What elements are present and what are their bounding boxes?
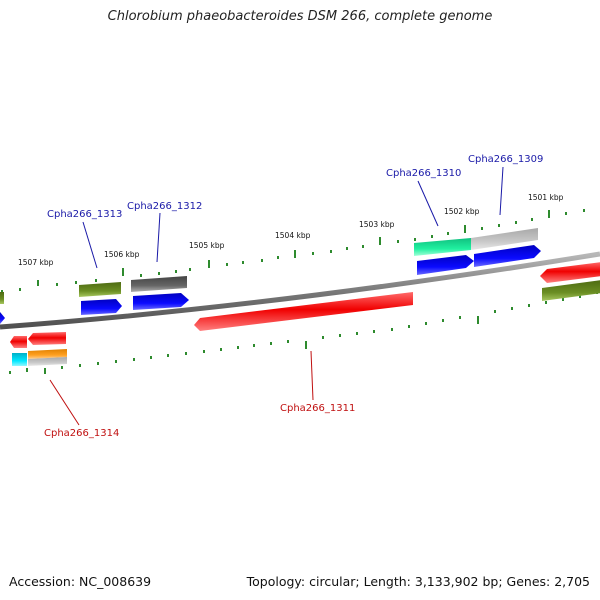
kbp-label: 1501 kbp	[528, 193, 564, 202]
map-title: Chlorobium phaeobacteroides DSM 266, com…	[107, 9, 493, 24]
genome-info-label: Topology: circular; Length: 3,133,902 bp…	[246, 574, 590, 589]
callout-line	[156, 212, 161, 263]
gene-label-cpha266-1311[interactable]: Cpha266_1311	[280, 403, 355, 414]
feature-olive[interactable]	[542, 280, 600, 301]
gene-label-cpha266-1310[interactable]: Cpha266_1310	[386, 168, 461, 179]
kbp-label: 1502 kbp	[444, 207, 480, 216]
inner-feature-track	[12, 349, 67, 366]
feature-blue-arrow[interactable]	[81, 299, 122, 315]
callout-line	[310, 350, 314, 401]
feature-light-gray[interactable]	[471, 228, 538, 250]
kbp-label: 1504 kbp	[275, 231, 311, 240]
feature-blue-arrow[interactable]	[417, 255, 474, 275]
feature-red-arrow[interactable]	[540, 262, 600, 283]
gene-label-cpha266-1314[interactable]: Cpha266_1314	[44, 428, 119, 439]
gene-label-cpha266-1309[interactable]: Cpha266_1309	[468, 154, 543, 165]
genome-backbone	[0, 251, 600, 330]
feature-red-arrow[interactable]	[194, 292, 413, 331]
feature-blue-arrow[interactable]	[474, 245, 541, 267]
red-feature-track	[10, 262, 600, 348]
feature-olive[interactable]	[79, 282, 121, 297]
feature-red-arrow[interactable]	[10, 336, 27, 348]
outer-tick-track	[1, 209, 585, 293]
kbp-label: 1506 kbp	[104, 250, 140, 259]
inner-tick-track	[9, 291, 598, 374]
feature-light-gray[interactable]	[28, 357, 67, 366]
callout-lines	[49, 166, 504, 426]
blue-feature-track	[0, 245, 541, 324]
feature-teal[interactable]	[414, 238, 471, 256]
kbp-label: 1507 kbp	[18, 258, 54, 267]
feature-olive[interactable]	[0, 292, 4, 304]
feature-cyan[interactable]	[12, 353, 27, 366]
gene-label-cpha266-1313[interactable]: Cpha266_1313	[47, 209, 122, 220]
feature-dark-gray[interactable]	[131, 276, 187, 292]
feature-blue-arrow[interactable]	[133, 293, 189, 310]
callout-line	[499, 166, 504, 216]
accession-label: Accession: NC_008639	[9, 574, 152, 589]
feature-orange[interactable]	[28, 349, 67, 359]
kbp-label: 1505 kbp	[189, 241, 225, 250]
callout-line	[417, 180, 439, 227]
kbp-label: 1503 kbp	[359, 220, 395, 229]
feature-blue-arrow[interactable]	[0, 312, 5, 324]
feature-red-arrow[interactable]	[28, 332, 66, 345]
callout-line	[82, 221, 98, 269]
gene-label-cpha266-1312[interactable]: Cpha266_1312	[127, 201, 202, 212]
callout-line	[49, 379, 80, 426]
outer-feature-track-1	[0, 228, 600, 304]
